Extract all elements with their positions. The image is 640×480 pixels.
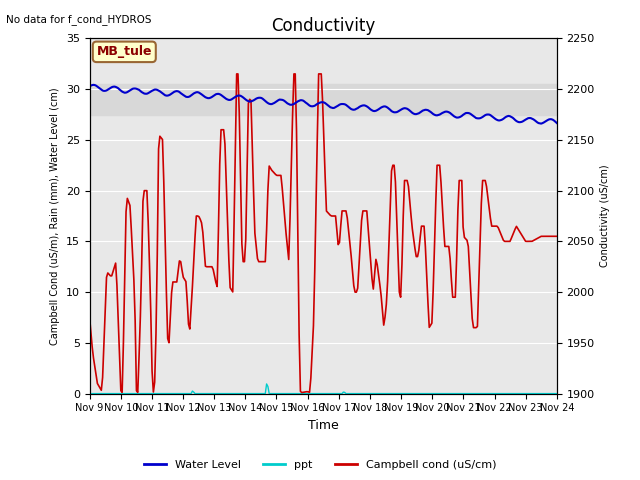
Bar bbox=[90, 84, 557, 115]
Text: No data for f_cond_HYDROS: No data for f_cond_HYDROS bbox=[6, 14, 152, 25]
Title: Conductivity: Conductivity bbox=[271, 17, 375, 36]
Y-axis label: Campbell Cond (uS/m), Rain (mm), Water Level (cm): Campbell Cond (uS/m), Rain (mm), Water L… bbox=[50, 87, 60, 345]
Text: MB_tule: MB_tule bbox=[97, 45, 152, 59]
Y-axis label: Conductivity (uS/cm): Conductivity (uS/cm) bbox=[600, 165, 611, 267]
Legend: Water Level, ppt, Campbell cond (uS/cm): Water Level, ppt, Campbell cond (uS/cm) bbox=[140, 456, 500, 474]
X-axis label: Time: Time bbox=[308, 419, 339, 432]
